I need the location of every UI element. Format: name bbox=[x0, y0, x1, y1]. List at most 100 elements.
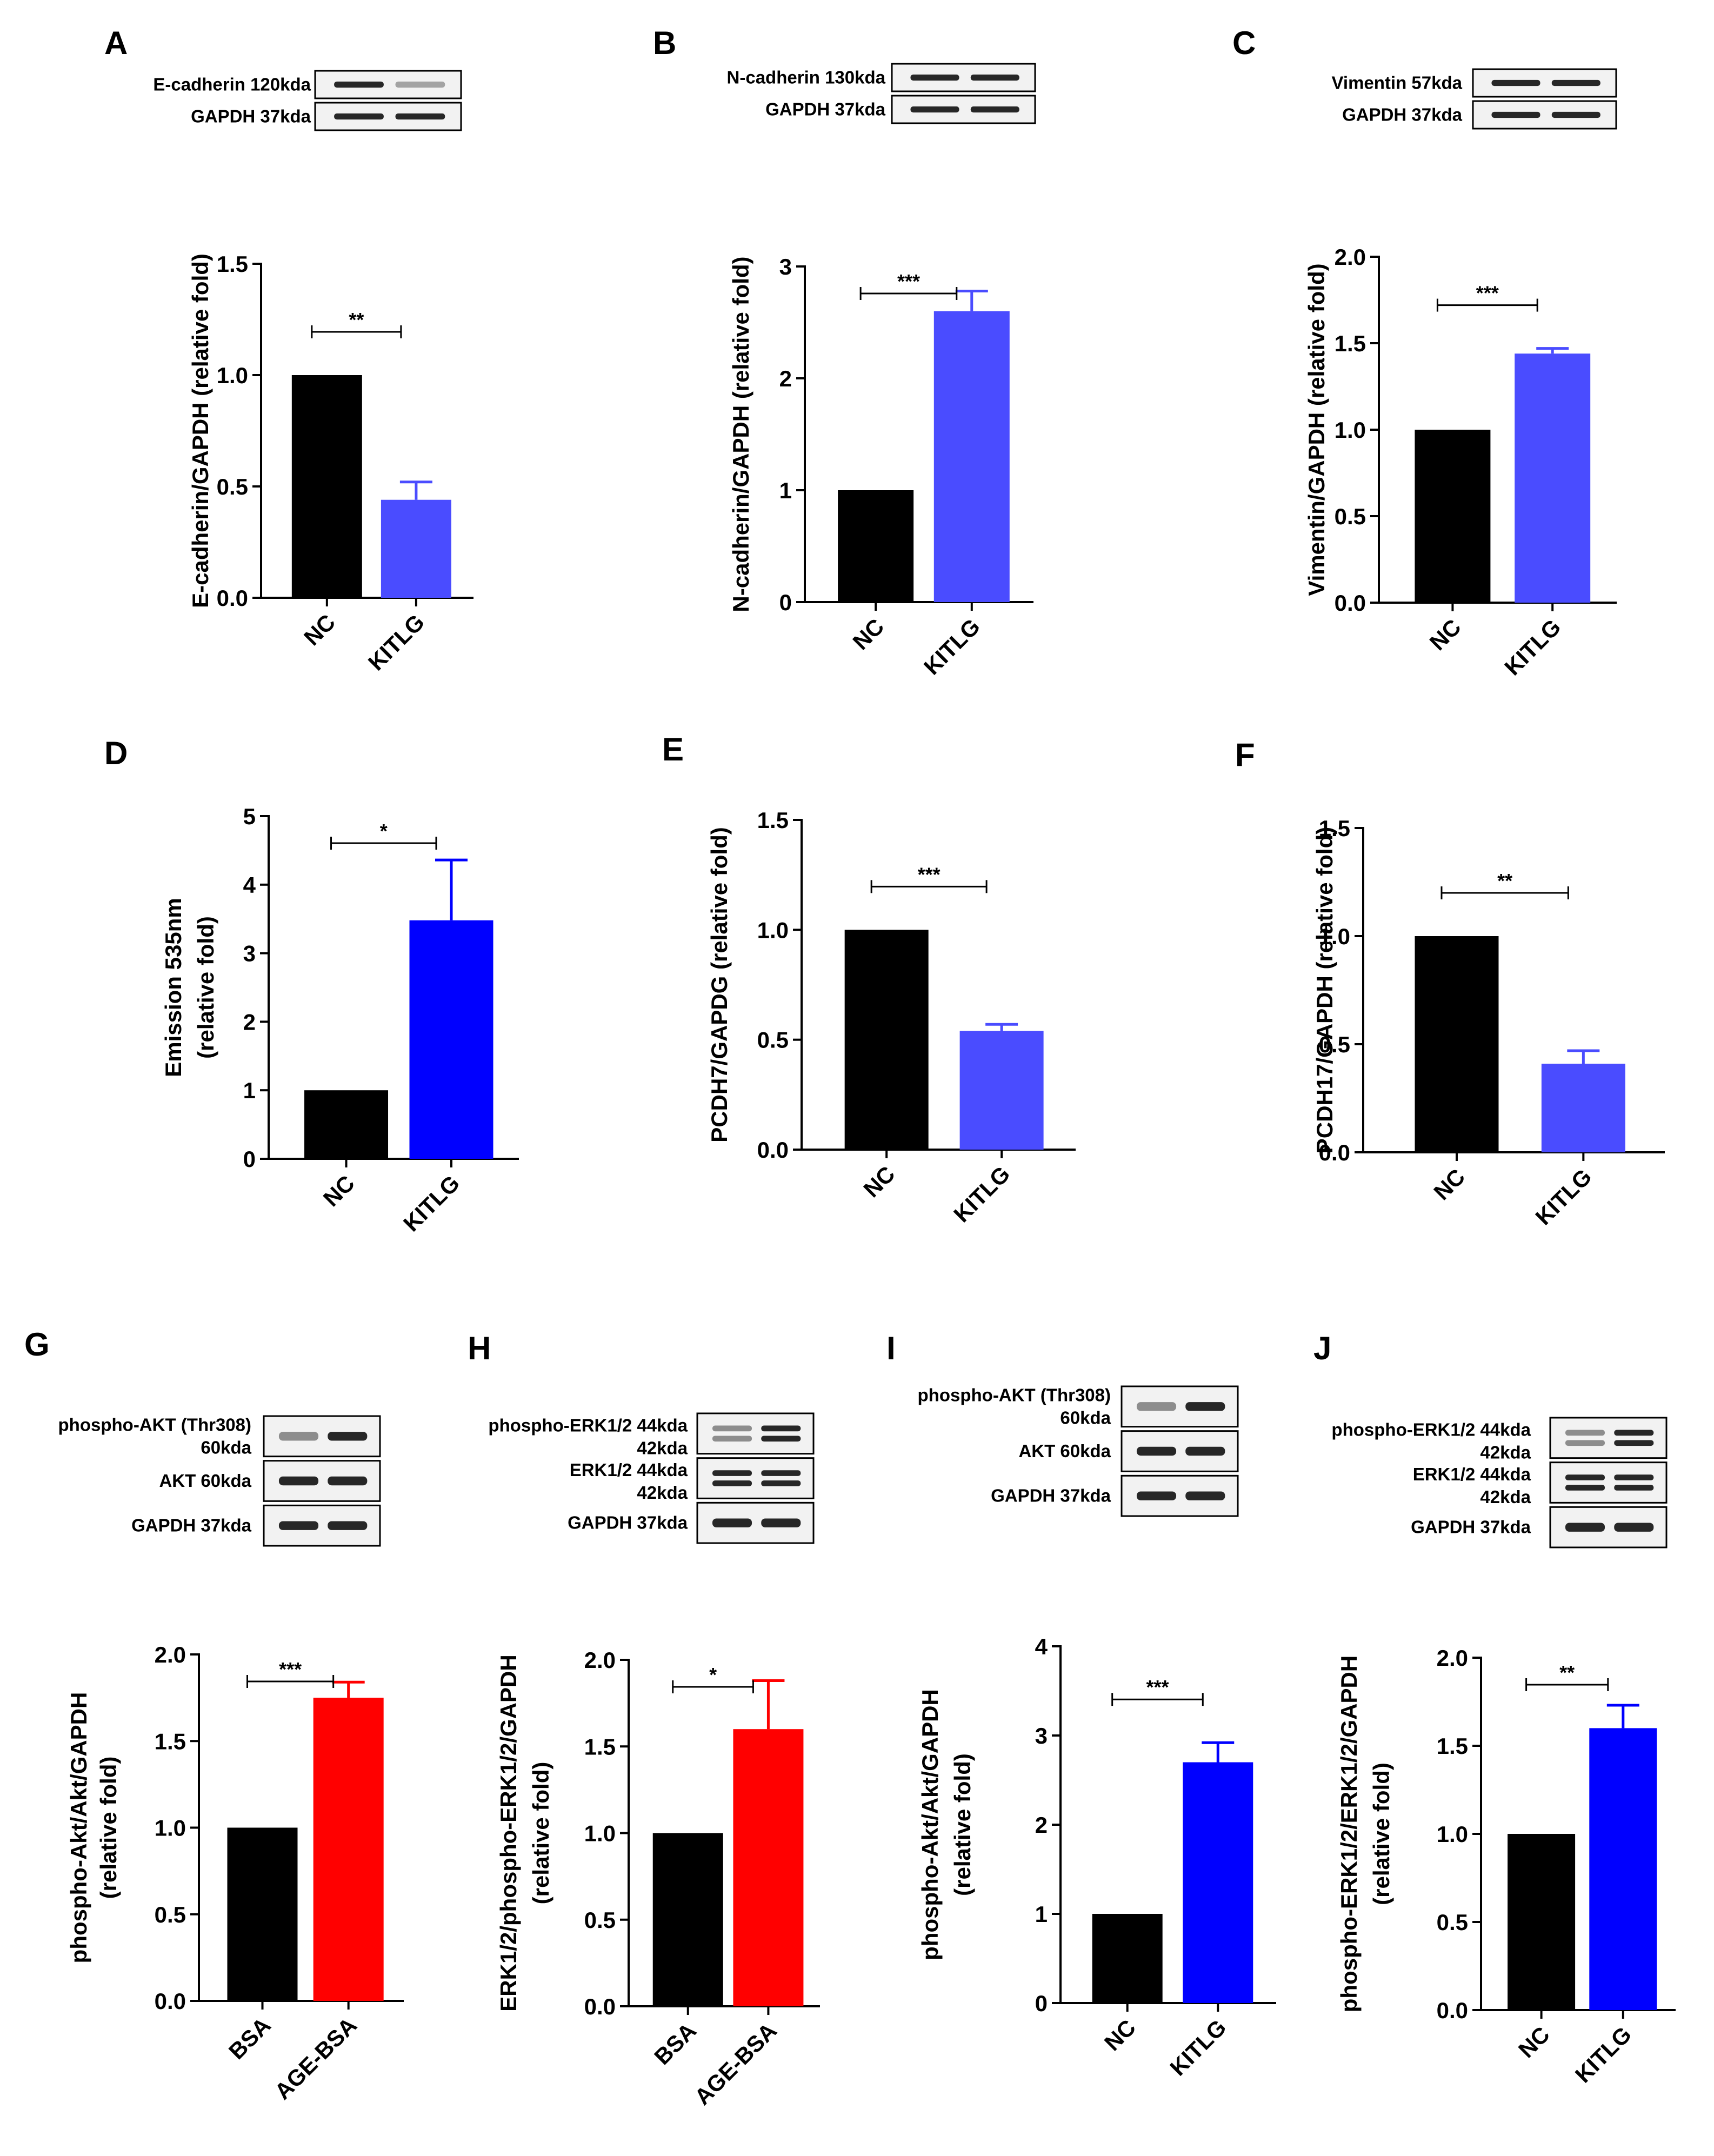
x-category-label: NC bbox=[1099, 2014, 1141, 2055]
x-category-label: NC bbox=[299, 609, 340, 650]
y-tick-label: 1 bbox=[779, 478, 792, 503]
y-tick-label: 1.0 bbox=[584, 1821, 616, 1846]
bar-bsa bbox=[227, 1827, 298, 2001]
blot-band bbox=[1136, 1446, 1177, 1456]
blot-label: phospho-AKT (Thr308) bbox=[58, 1414, 251, 1434]
bar-age-bsa bbox=[733, 1729, 804, 2006]
y-tick-label: 1.5 bbox=[1335, 331, 1366, 356]
blot-band bbox=[712, 1436, 752, 1442]
significance-label: ** bbox=[1559, 1661, 1575, 1684]
blot-label: 42kda bbox=[637, 1483, 688, 1503]
blot-band bbox=[1565, 1430, 1605, 1436]
y-tick-label: 1.5 bbox=[584, 1734, 616, 1759]
bar-nc bbox=[1508, 1834, 1576, 2010]
y-tick-label: 1.5 bbox=[1437, 1733, 1468, 1759]
blot-band bbox=[278, 1432, 319, 1441]
y-tick-label: 3 bbox=[779, 254, 792, 279]
y-axis-label: Emission 535nm bbox=[161, 898, 186, 1077]
panel-label: F bbox=[1235, 737, 1255, 773]
y-tick-label: 0.5 bbox=[757, 1027, 789, 1053]
x-category-label: BSA bbox=[649, 2018, 701, 2070]
blot-band bbox=[1491, 111, 1540, 118]
y-axis-label: (relative fold) bbox=[950, 1753, 975, 1896]
blot-band bbox=[1491, 79, 1540, 86]
y-axis-label: E-cadherin/GAPDH (relative fold) bbox=[188, 253, 213, 608]
y-tick-label: 2 bbox=[243, 1009, 256, 1034]
y-axis-label: (relative fold) bbox=[193, 916, 218, 1059]
y-tick-label: 2 bbox=[779, 366, 792, 391]
blot-band bbox=[1614, 1474, 1654, 1480]
blot-band bbox=[1565, 1485, 1605, 1491]
blot-label: AKT 60kda bbox=[159, 1471, 251, 1491]
bar-nc bbox=[304, 1090, 389, 1159]
y-tick-label: 4 bbox=[243, 872, 256, 898]
y-axis-label: N-cadherin/GAPDH (relative fold) bbox=[728, 256, 753, 612]
panel-d: D 0 1 2 3 4 5 Emission 535nm (relative fold) NC KI… bbox=[104, 735, 519, 1236]
y-tick-label: 0.0 bbox=[217, 585, 248, 611]
y-axis-label: (relative fold) bbox=[1369, 1763, 1394, 1905]
y-tick-label: 1.0 bbox=[1437, 1821, 1468, 1847]
blot-label: 42kda bbox=[637, 1438, 688, 1458]
y-tick-label: 2 bbox=[1035, 1812, 1048, 1838]
y-tick-label: 0.0 bbox=[1335, 590, 1366, 616]
panel-label: I bbox=[886, 1330, 896, 1366]
panel-label: G bbox=[24, 1326, 50, 1363]
y-axis-label: PCDH7/GAPDG (relative fold) bbox=[706, 827, 732, 1142]
significance-label: *** bbox=[897, 270, 920, 292]
blot-frame bbox=[1549, 1417, 1668, 1459]
blot-label: GAPDH 37kda bbox=[568, 1513, 688, 1533]
bar-kitlg bbox=[381, 499, 451, 598]
significance-label: *** bbox=[1146, 1676, 1169, 1698]
y-tick-label: 1.5 bbox=[1319, 816, 1350, 841]
blot-label: AKT 60kda bbox=[1018, 1441, 1111, 1461]
blot-band bbox=[761, 1518, 801, 1527]
x-category-label: NC bbox=[1425, 614, 1466, 655]
panel-label: A bbox=[104, 25, 128, 61]
blot-band bbox=[761, 1436, 801, 1442]
y-tick-label: 0.5 bbox=[217, 474, 248, 499]
y-tick-label: 3 bbox=[243, 941, 256, 966]
y-axis-label: (relative fold) bbox=[96, 1757, 121, 1899]
y-tick-label: 0.5 bbox=[1335, 504, 1366, 529]
blot-frame bbox=[696, 1412, 815, 1455]
panel-a: A E-cadherin 120kda GAPDH 37kda 0.0 0.5 1.0 1.… bbox=[104, 25, 473, 675]
y-tick-label: 2.0 bbox=[155, 1642, 186, 1667]
y-axis-label: Vimentin/GAPDH (relative fold) bbox=[1304, 263, 1329, 596]
significance-label: ** bbox=[349, 309, 364, 331]
y-tick-label: 0 bbox=[779, 590, 792, 615]
blot-label: GAPDH 37kda bbox=[1411, 1517, 1531, 1537]
x-category-label: AGE-BSA bbox=[270, 2012, 362, 2104]
bar-nc bbox=[838, 490, 914, 602]
blot-label: GAPDH 37kda bbox=[991, 1486, 1111, 1506]
blot-band bbox=[712, 1480, 752, 1486]
panel-label: J bbox=[1313, 1330, 1331, 1366]
blot-band bbox=[970, 74, 1019, 81]
x-category-label: NC bbox=[858, 1161, 899, 1202]
bar-kitlg bbox=[1183, 1762, 1253, 2003]
blot-band bbox=[1136, 1491, 1177, 1500]
x-category-label: BSA bbox=[224, 2012, 276, 2064]
bar-nc bbox=[844, 930, 929, 1150]
blot-band bbox=[1614, 1440, 1654, 1446]
y-tick-label: 1 bbox=[1035, 1901, 1048, 1927]
panel-b: B N-cadherin 130kda GAPDH 37kda 0 1 2 3 N-cadhe… bbox=[653, 25, 1036, 679]
panel-label: E bbox=[662, 731, 684, 767]
blot-band bbox=[328, 1432, 368, 1441]
blot-band bbox=[334, 113, 384, 120]
blot-label: phospho-ERK1/2 44kda bbox=[1331, 1419, 1531, 1439]
y-axis-label: phospho-Akt/Akt/GAPDH bbox=[917, 1689, 943, 1960]
blot-band bbox=[1614, 1523, 1654, 1532]
y-tick-label: 0.0 bbox=[757, 1137, 789, 1163]
blot-band bbox=[334, 81, 384, 88]
y-tick-label: 3 bbox=[1035, 1723, 1048, 1748]
significance-label: * bbox=[709, 1664, 717, 1686]
y-tick-label: 5 bbox=[243, 804, 256, 829]
blot-band bbox=[1565, 1474, 1605, 1480]
y-tick-label: 0.0 bbox=[155, 1988, 186, 2014]
y-axis-label: (relative fold) bbox=[528, 1762, 553, 1905]
bar-bsa bbox=[652, 1833, 723, 2006]
blot-band bbox=[1185, 1402, 1225, 1411]
